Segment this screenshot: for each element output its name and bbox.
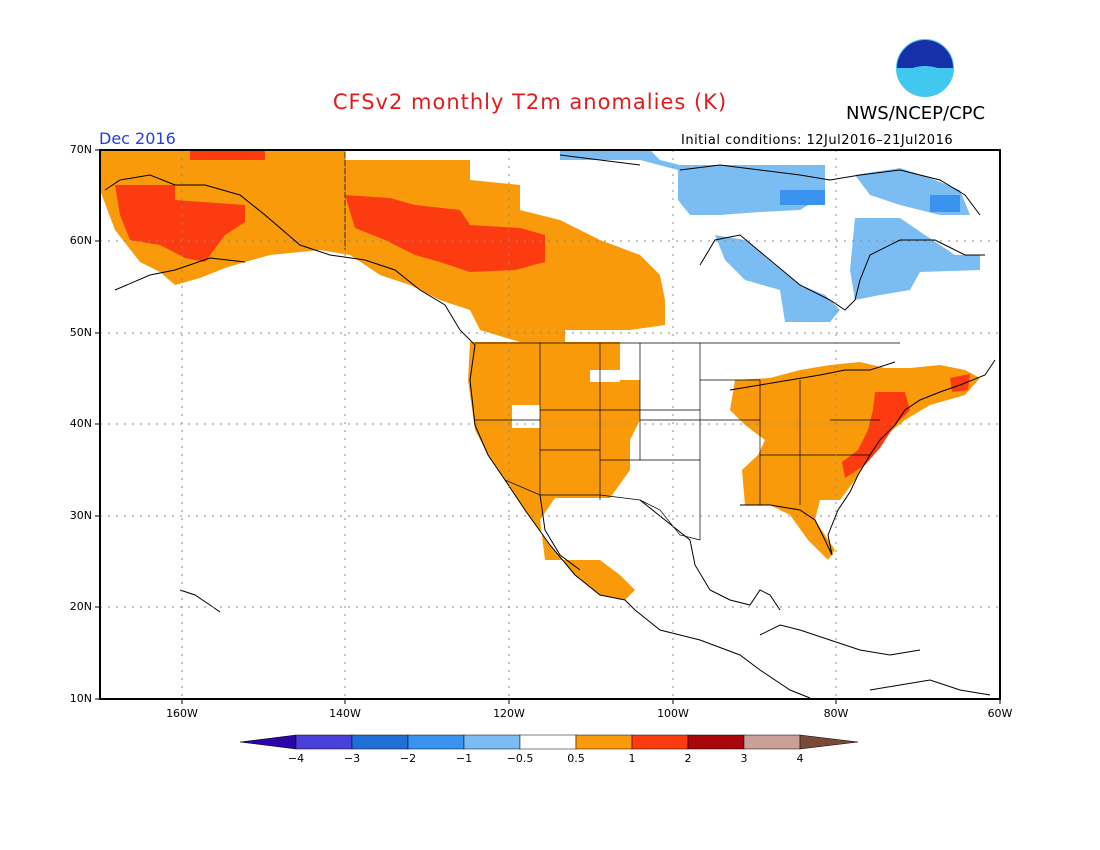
anomaly-region-alaska-west [115, 185, 245, 262]
anomaly-region-us-atlantic-coast [842, 392, 910, 478]
no-anomaly-colorado-plains [590, 370, 620, 382]
initial-conditions: Initial conditions: 12Jul2016–21Jul2016 [681, 133, 954, 148]
colorbar-cell-minus2-minus1 [407, 734, 465, 750]
lat-label: 70N [69, 143, 92, 156]
anomaly-region-baffin-core-2 [930, 195, 960, 212]
colorbar-label: 4 [796, 752, 804, 765]
lat-label: 30N [69, 509, 92, 522]
colorbar-cell-minus3-minus2 [351, 734, 409, 750]
lat-label: 10N [69, 692, 92, 705]
anomaly-region-hudson-bay [715, 235, 840, 322]
lon-label: 140W [329, 707, 361, 720]
chart-title: CFSv2 monthly T2m anomalies (K) [0, 90, 1100, 114]
anomaly-region-alaska-north [190, 150, 265, 160]
colorbar-cell-3-4 [743, 734, 801, 750]
lon-label: 80W [823, 707, 849, 720]
colorbar-label: −1 [455, 752, 473, 765]
colorbar-cell-gt-4 [799, 734, 859, 750]
lat-label: 50N [69, 326, 92, 339]
colorbar-label: −4 [287, 752, 305, 765]
colorbar-label: −2 [399, 752, 417, 765]
lat-label: 40N [69, 417, 92, 430]
colorbar-label: 1 [628, 752, 636, 765]
anomaly-region-baffin-core [780, 190, 825, 205]
lon-label: 160W [166, 707, 198, 720]
lon-label: 120W [493, 707, 525, 720]
colorbar-cell-2-3 [687, 734, 745, 750]
colorbar-cell-1-2 [631, 734, 689, 750]
political-borders [344, 150, 900, 541]
lat-label: 60N [69, 234, 92, 247]
coastlines [104, 154, 996, 699]
anomaly-region-yukon-bc [345, 195, 545, 272]
colorbar-cell-minus1-minus05 [463, 734, 521, 750]
noaa-logo [894, 37, 956, 99]
axis-ticks [95, 149, 1001, 704]
colorbar-cell-05-1 [575, 734, 633, 750]
lat-label: 20N [69, 600, 92, 613]
colorbar-label: −3 [343, 752, 361, 765]
chart-title-text: CFSv2 monthly T2m anomalies (K) [332, 90, 728, 114]
anomaly-region-hudson-bay-arctic [560, 150, 825, 215]
lon-label: 60W [987, 707, 1013, 720]
colorbar-label: −0.5 [506, 752, 534, 765]
colorbar-cell-minus4-minus3 [295, 734, 353, 750]
anomaly-shading [100, 150, 980, 600]
colorbar-label: 2 [684, 752, 692, 765]
anomaly-region-quebec [850, 218, 980, 300]
colorbar [239, 734, 859, 750]
colorbar-cell-lt-minus4 [239, 734, 297, 750]
anomaly-region-western-canada-alaska [100, 150, 665, 342]
no-anomaly-great-basin [512, 405, 540, 428]
lon-label: 100W [657, 707, 689, 720]
graticule [100, 150, 1000, 699]
agency-label: NWS/NCEP/CPC [846, 103, 986, 124]
colorbar-label: 0.5 [567, 752, 585, 765]
anomaly-region-western-us [468, 342, 640, 600]
target-month: Dec 2016 [99, 129, 176, 148]
colorbar-label: 3 [740, 752, 748, 765]
anomaly-region-nova-scotia [950, 374, 970, 392]
colorbar-cell-neutral [519, 734, 577, 750]
